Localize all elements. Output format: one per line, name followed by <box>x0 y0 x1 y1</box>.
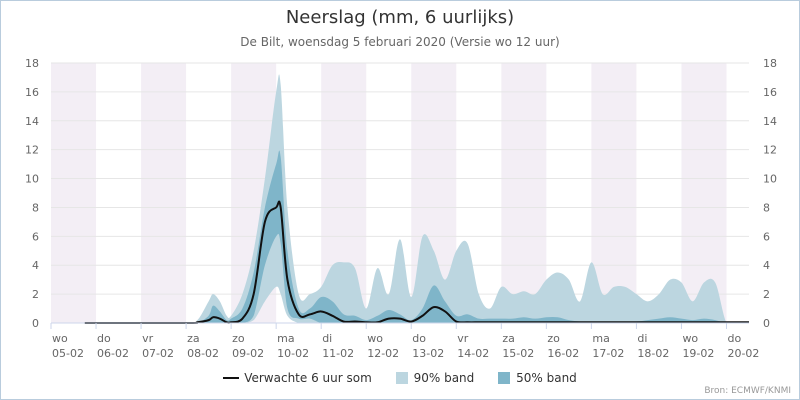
legend-item-band90[interactable]: 90% band <box>395 371 475 385</box>
y-tick-label-right: 0 <box>763 317 770 330</box>
x-tick-date-label: 18-02 <box>637 347 669 360</box>
x-tick-date-label: 20-02 <box>727 347 759 360</box>
y-tick-label-left: 2 <box>32 288 39 301</box>
x-tick-day-label: wo <box>52 332 68 345</box>
day-shade-band <box>681 63 727 323</box>
x-tick-date-label: 19-02 <box>682 347 714 360</box>
day-shade-band <box>501 63 547 323</box>
x-tick-date-label: 06-02 <box>97 347 129 360</box>
legend-swatch-band50 <box>498 371 511 384</box>
x-tick-date-label: 13-02 <box>412 347 444 360</box>
x-tick-date-label: 05-02 <box>52 347 84 360</box>
band-90-area <box>84 74 750 323</box>
chart-title: Neerslag (mm, 6 uurlijks) <box>285 7 515 28</box>
y-tick-label-left: 8 <box>32 201 39 214</box>
x-tick-day-label: do <box>727 332 741 345</box>
x-tick-day-label: wo <box>367 332 383 345</box>
x-tick-day-label: vr <box>457 332 469 345</box>
x-tick-day-label: do <box>97 332 111 345</box>
x-tick-date-label: 17-02 <box>592 347 624 360</box>
x-tick-date-label: 12-02 <box>367 347 399 360</box>
x-tick-date-label: 08-02 <box>187 347 219 360</box>
y-tick-label-left: 16 <box>25 86 39 99</box>
x-tick-day-label: di <box>322 332 332 345</box>
x-tick-date-label: 11-02 <box>322 347 354 360</box>
day-shade-band <box>591 63 637 323</box>
x-tick-date-label: 16-02 <box>547 347 579 360</box>
y-tick-label-right: 2 <box>763 288 770 301</box>
legend-item-band50[interactable]: 50% band <box>498 371 577 385</box>
x-tick-day-label: ma <box>277 332 294 345</box>
x-tick-date-label: 15-02 <box>502 347 534 360</box>
legend-swatch-line <box>223 376 240 379</box>
source-credit: Bron: ECMWF/KNMI <box>704 386 791 396</box>
x-tick-day-label: wo <box>682 332 698 345</box>
x-tick-date-label: 07-02 <box>142 347 174 360</box>
x-tick-day-label: za <box>187 332 200 345</box>
x-tick-day-label: zo <box>232 332 245 345</box>
x-tick-day-label: zo <box>547 332 560 345</box>
x-tick-day-label: ma <box>592 332 609 345</box>
x-tick-day-label: za <box>502 332 515 345</box>
y-tick-label-left: 10 <box>25 173 39 186</box>
day-shade-band <box>51 63 97 323</box>
y-tick-label-left: 0 <box>32 317 39 330</box>
legend-label-band90: 90% band <box>413 371 475 385</box>
y-tick-label-left: 14 <box>25 115 39 128</box>
y-tick-label-right: 8 <box>763 201 770 214</box>
x-tick-date-label: 09-02 <box>232 347 264 360</box>
y-tick-label-right: 16 <box>763 86 777 99</box>
x-tick-day-label: do <box>412 332 426 345</box>
day-shade-band <box>141 63 187 323</box>
x-tick-day-label: vr <box>142 332 154 345</box>
y-tick-label-right: 6 <box>763 230 770 243</box>
legend-label-forecast: Verwachte 6 uur som <box>244 371 372 385</box>
y-tick-label-right: 14 <box>763 115 777 128</box>
legend-label-band50: 50% band <box>516 371 577 385</box>
y-tick-label-right: 4 <box>763 259 770 272</box>
chart-subtitle: De Bilt, woensdag 5 februari 2020 (Versi… <box>240 35 560 49</box>
x-tick-day-label: di <box>637 332 647 345</box>
y-tick-label-left: 12 <box>25 144 39 157</box>
y-tick-label-left: 4 <box>32 259 39 272</box>
legend-swatch-band90 <box>395 371 408 384</box>
x-tick-date-label: 10-02 <box>277 347 309 360</box>
legend-item-forecast[interactable]: Verwachte 6 uur som <box>223 371 372 385</box>
y-tick-label-left: 18 <box>25 57 39 70</box>
chart-legend: Verwachte 6 uur som 90% band 50% band <box>1 371 799 385</box>
y-tick-label-right: 10 <box>763 173 777 186</box>
y-tick-label-left: 6 <box>32 230 39 243</box>
forecast-line <box>84 200 749 324</box>
y-tick-label-right: 18 <box>763 57 777 70</box>
x-tick-date-label: 14-02 <box>457 347 489 360</box>
y-tick-label-right: 12 <box>763 144 777 157</box>
